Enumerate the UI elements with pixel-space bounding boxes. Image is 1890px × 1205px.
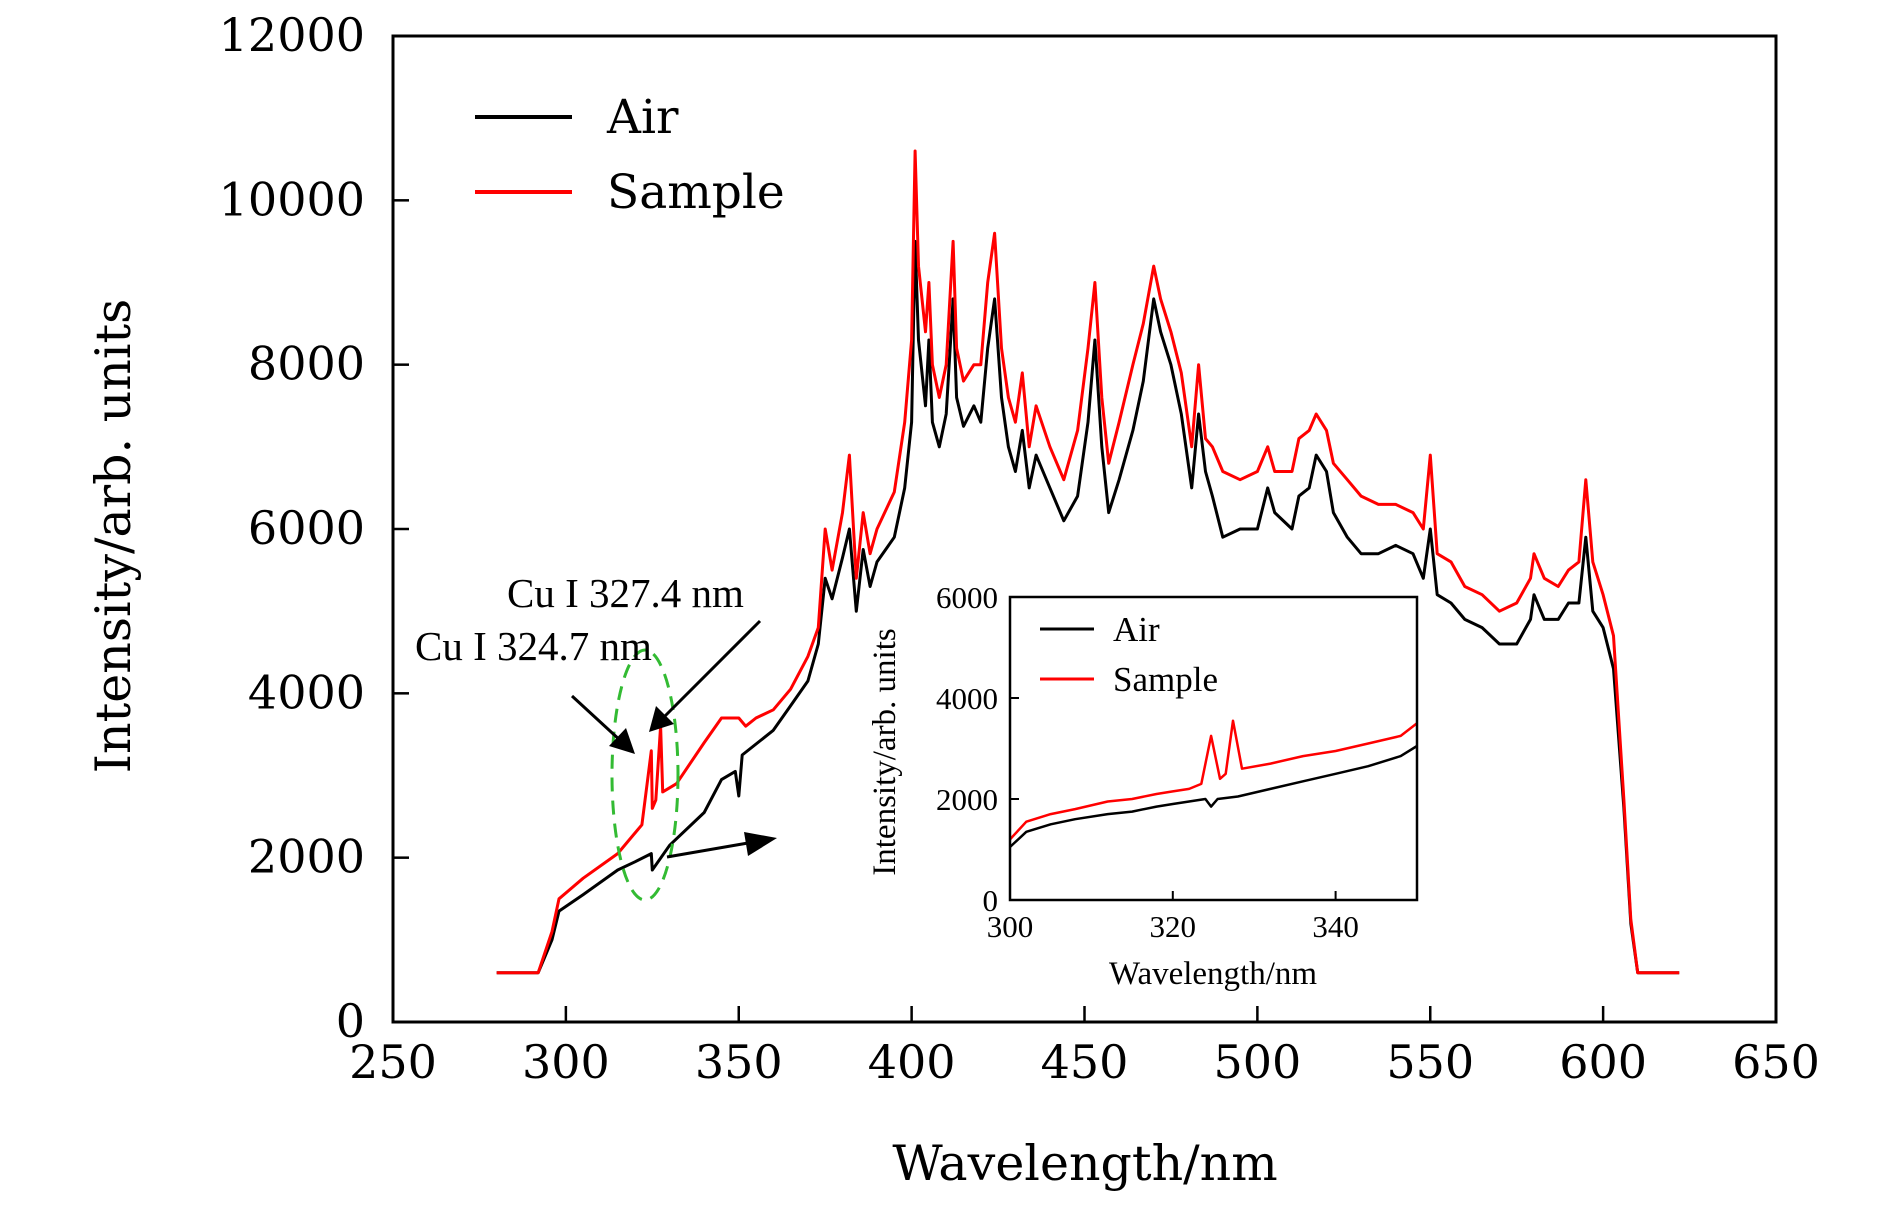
arrow-cu-327-shaft bbox=[659, 619, 762, 722]
inset-chart: 0 2000 4000 6000 300 320 340 Wavelength/nm In… bbox=[867, 580, 1419, 992]
main-y-tick-label: 2000 bbox=[248, 830, 365, 884]
inset-plot-frame bbox=[1008, 595, 1419, 902]
main-x-tick-label: 650 bbox=[1732, 1035, 1820, 1089]
main-x-tick-label: 500 bbox=[1213, 1035, 1301, 1089]
main-series-line-sample bbox=[496, 149, 1680, 975]
arrow-inset-shaft bbox=[666, 841, 749, 859]
main-y-tick-label: 4000 bbox=[248, 665, 365, 719]
main-x-tick-label: 450 bbox=[1041, 1035, 1129, 1089]
main-y-tick-label: 10000 bbox=[219, 172, 365, 226]
inset-y-tick-label: 2000 bbox=[936, 782, 998, 817]
inset-x-axis-label: Wavelength/nm bbox=[1109, 956, 1317, 992]
arrow-cu-324-shaft bbox=[570, 694, 624, 744]
inset-series-line-air bbox=[1009, 744, 1418, 848]
copper-line-annotations: Cu I 327.4 nm Cu I 324.7 nm bbox=[415, 570, 777, 902]
arrow-cu-327-head bbox=[649, 706, 674, 732]
x-axis-label: Wavelength/nm bbox=[892, 1135, 1277, 1192]
inset-legend-label-sample: Sample bbox=[1113, 660, 1218, 699]
inset-y-axis-label: Intensity/arb. units bbox=[867, 628, 903, 875]
main-x-tick-label: 250 bbox=[349, 1035, 437, 1089]
main-x-tick-label: 300 bbox=[522, 1035, 610, 1089]
inset-legend-label-air: Air bbox=[1113, 610, 1160, 649]
main-x-tick-label: 600 bbox=[1559, 1035, 1647, 1089]
inset-x-axis-ticks: 300 320 340 bbox=[987, 891, 1359, 944]
annotation-cu-324: Cu I 324.7 nm bbox=[415, 623, 652, 669]
legend-label-sample: Sample bbox=[607, 165, 785, 220]
main-x-tick-label: 400 bbox=[868, 1035, 956, 1089]
inset-y-axis-ticks: 0 2000 4000 6000 bbox=[936, 580, 1019, 918]
inset-y-tick-label: 4000 bbox=[936, 681, 998, 716]
main-y-tick-label: 0 bbox=[336, 994, 365, 1048]
arrow-cu-324-head bbox=[609, 728, 635, 754]
main-y-tick-label: 12000 bbox=[219, 8, 365, 62]
inset-series bbox=[1009, 719, 1418, 848]
highlight-ellipse bbox=[610, 648, 680, 902]
main-y-tick-label: 8000 bbox=[248, 337, 365, 391]
main-series-line-air bbox=[496, 239, 1680, 975]
legend-label-air: Air bbox=[606, 90, 679, 145]
main-x-tick-label: 350 bbox=[695, 1035, 783, 1089]
annotation-cu-327: Cu I 327.4 nm bbox=[507, 570, 744, 616]
inset-y-tick-label: 0 bbox=[983, 883, 999, 918]
inset-legend: Air Sample bbox=[1040, 610, 1218, 699]
main-y-axis-ticks: 0 2000 4000 6000 8000 10000 12000 bbox=[219, 8, 409, 1048]
main-x-axis-ticks: 250 300 350 400 450 500 550 600 650 bbox=[349, 1006, 1820, 1089]
inset-x-tick-label: 320 bbox=[1150, 909, 1197, 944]
y-axis-label: Intensity/arb. units bbox=[85, 299, 142, 774]
main-x-tick-label: 550 bbox=[1386, 1035, 1474, 1089]
main-legend: Air Sample bbox=[475, 90, 785, 220]
inset-x-tick-label: 300 bbox=[987, 909, 1034, 944]
main-series bbox=[496, 149, 1680, 975]
inset-y-tick-label: 6000 bbox=[936, 580, 998, 615]
inset-series-line-sample bbox=[1009, 719, 1418, 841]
inset-x-tick-label: 340 bbox=[1312, 909, 1359, 944]
arrow-inset-head bbox=[744, 832, 777, 856]
main-y-tick-label: 6000 bbox=[248, 501, 365, 555]
main-plot-frame bbox=[391, 34, 1778, 1024]
